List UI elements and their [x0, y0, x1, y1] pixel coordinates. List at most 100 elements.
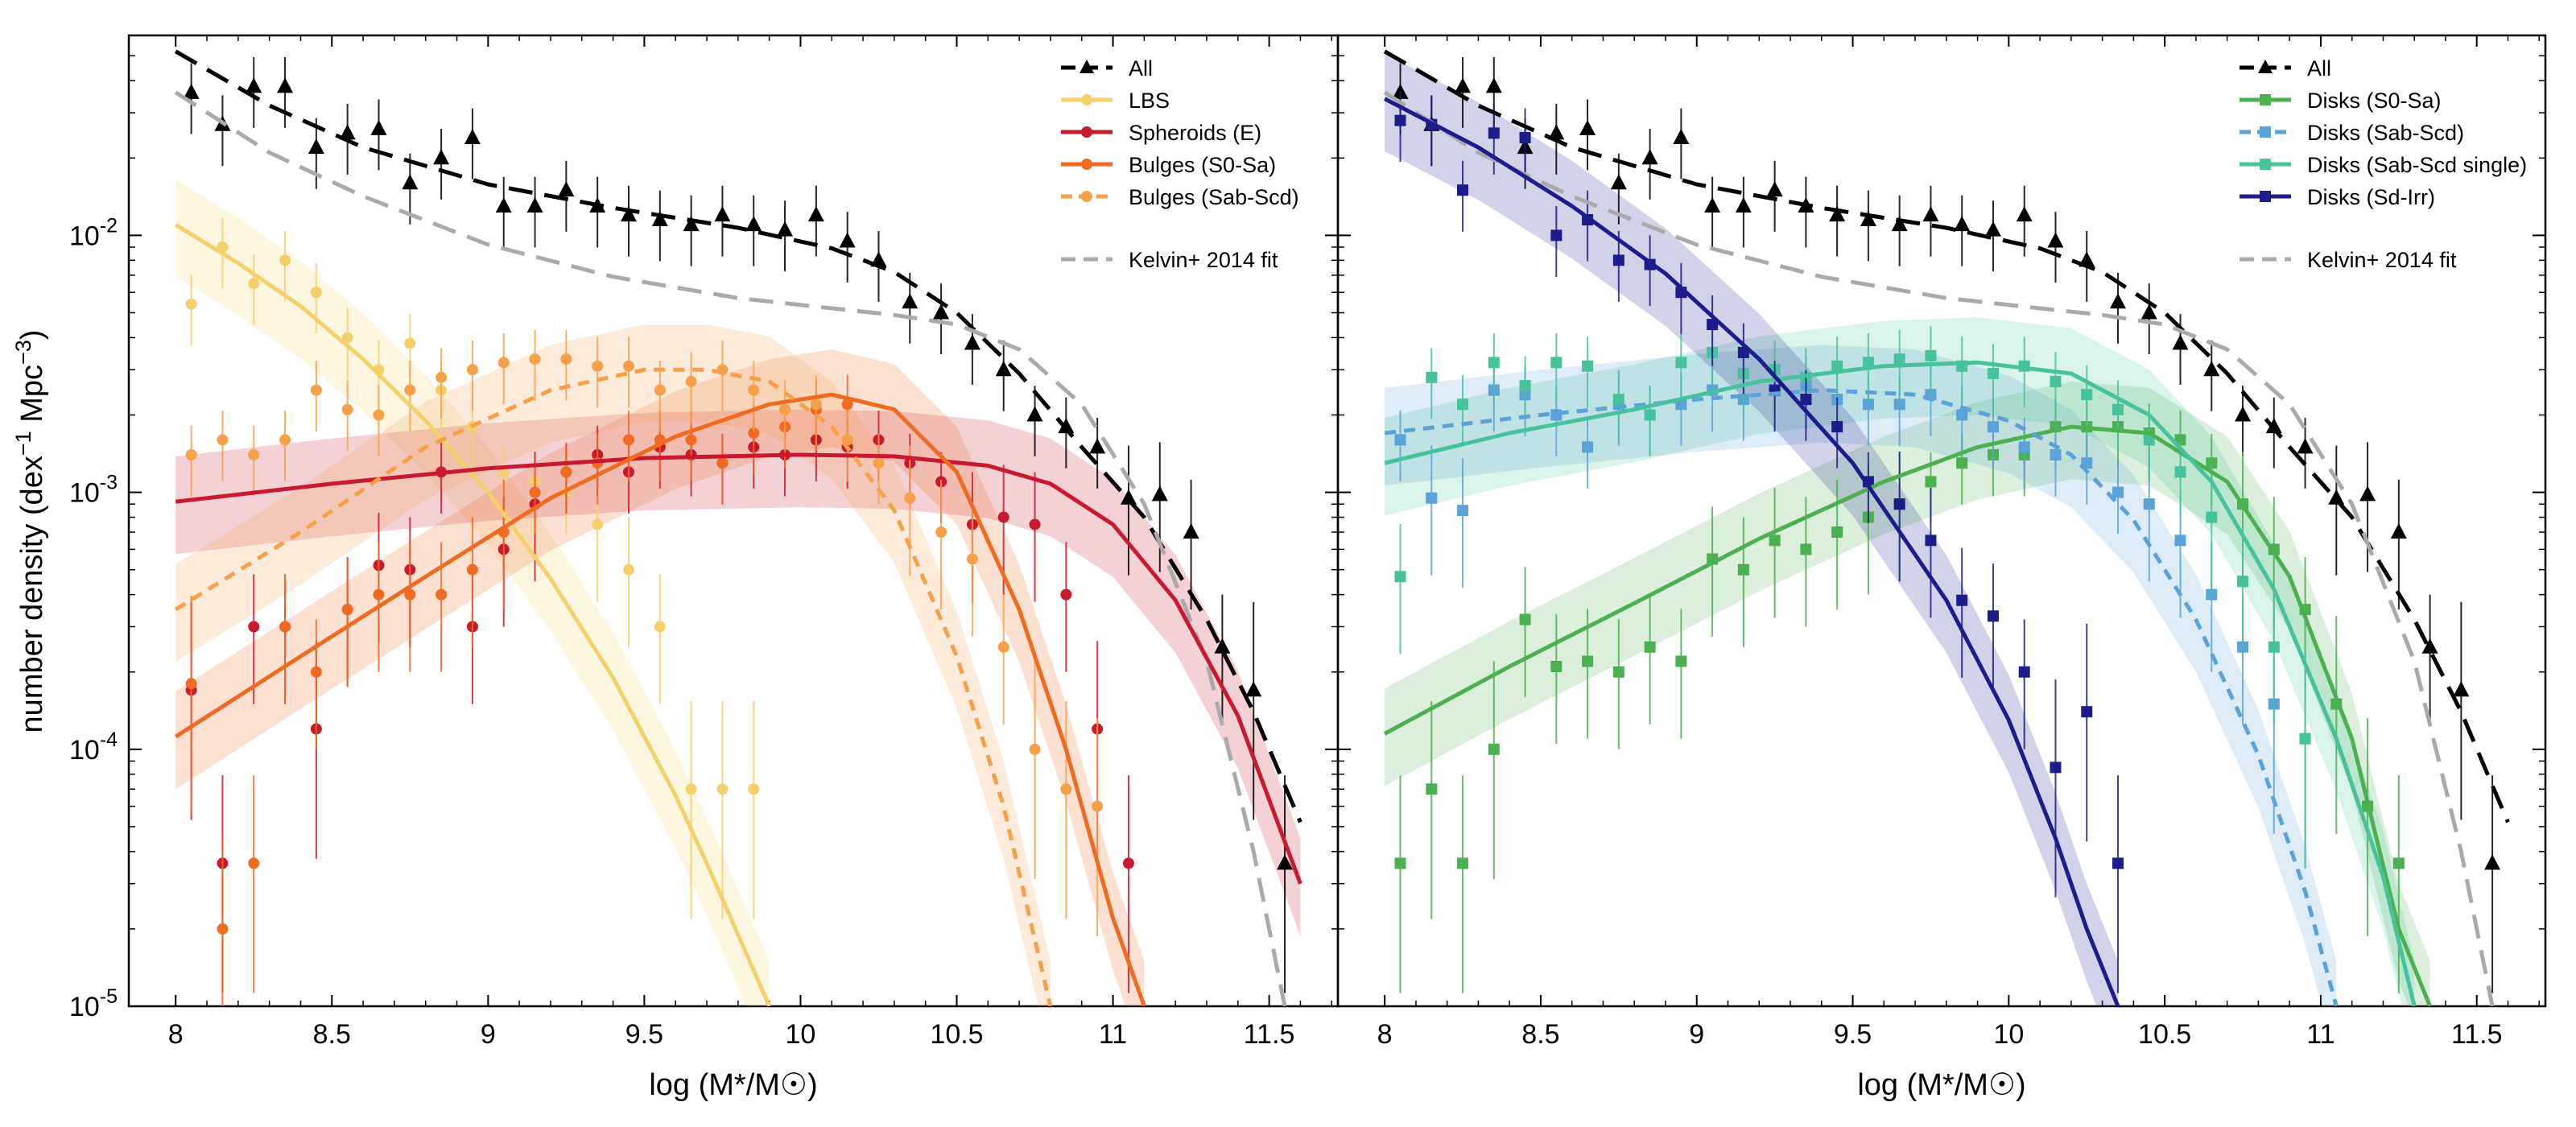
left-data-point-bulges-s0-sa- [310, 666, 322, 678]
right-fit-band-disks-s0-sa- [1385, 381, 2430, 1006]
left-x-axis-title: log (M*/M☉) [649, 1068, 817, 1102]
left-data-point-lbs [279, 254, 291, 266]
left-legend-marker-bulges-sab-scd- [1081, 191, 1092, 202]
left-data-point-all [1026, 406, 1043, 422]
right-data-point-disks-sab-scd-single- [1582, 360, 1594, 372]
right-data-point-disks-s0-sa- [1956, 457, 1968, 469]
left-data-point-lbs [622, 564, 634, 576]
right-data-point-disks-sab-scd-single- [2268, 641, 2280, 653]
right-panel: 8 8.5 9 9.5 10 10.5 11 11.5 log (M*/M☉) All Disks … [1336, 34, 2547, 1102]
left-data-point-lbs [341, 332, 353, 344]
right-legend-marker-all [2258, 60, 2273, 73]
right-data-point-disks-sab-scd-single- [1831, 360, 1843, 372]
left-data-point-all [1089, 438, 1106, 454]
left-data-point-all [183, 83, 200, 99]
left-data-point-all [402, 174, 419, 190]
left-data-point-lbs [685, 783, 697, 795]
right-data-point-disks-s0-sa- [1800, 543, 1812, 555]
right-data-point-disks-sd-irr- [1800, 394, 1812, 406]
right-legend-label-disks-sab-scd-single-: Disks (Sab-Scd single) [2307, 153, 2527, 177]
right-x-tick-label: 9 [1689, 1019, 1704, 1050]
left-data-point-bulges-s0-sa- [217, 923, 229, 935]
right-data-point-all [2328, 489, 2345, 505]
right-data-point-disks-sab-scd-single- [1394, 571, 1406, 583]
left-x-tick-label: 10 [786, 1019, 816, 1050]
left-fit-line-lbs [174, 223, 771, 1006]
right-legend-label-all: All [2307, 56, 2331, 80]
right-x-tick-label: 10 [1993, 1019, 2024, 1050]
right-data-point-all [2109, 293, 2126, 309]
left-data-point-bulges-s0-sa- [341, 604, 353, 616]
left-data-point-all [370, 119, 387, 135]
left-data-point-lbs [185, 298, 197, 310]
left-x-tick-label: 11 [1099, 1019, 1127, 1050]
left-legend-label-kelvin-2014-fit: Kelvin+ 2014 fit [1129, 248, 1278, 272]
right-plot-content [1383, 49, 2510, 1006]
right-data-point-all [1673, 129, 1690, 145]
right-legend-marker-disks-sd-irr- [2260, 191, 2271, 202]
right-data-point-disks-s0-sa- [1488, 743, 1500, 755]
right-x-tick-label: 8 [1377, 1019, 1393, 1050]
right-data-point-all [1704, 197, 1721, 213]
right-x-axis-title: log (M*/M☉) [1857, 1068, 2025, 1102]
y-axis-title: number density (dex−1 Mpc−3) [11, 330, 49, 733]
right-data-point-disks-s0-sa- [1394, 857, 1406, 869]
right-data-point-all [2172, 334, 2189, 350]
right-data-point-disks-sd-irr- [1987, 610, 1999, 622]
left-data-point-bulges-sab-scd- [466, 364, 478, 376]
left-data-point-lbs [248, 278, 260, 290]
left-data-point-all [308, 138, 324, 155]
right-data-point-all [2453, 681, 2470, 697]
left-data-point-lbs [654, 621, 666, 633]
right-data-point-disks-sab-scd-single- [1488, 357, 1500, 369]
right-x-tick-label: 9.5 [1834, 1019, 1872, 1050]
left-data-point-spheroids-e- [1122, 857, 1134, 869]
left-data-point-bulges-sab-scd- [373, 409, 385, 421]
right-legend-marker-disks-sab-scd-single- [2260, 159, 2271, 170]
left-data-point-bulges-sab-scd- [997, 641, 1009, 653]
right-data-point-disks-sab-scd-single- [1893, 353, 1905, 365]
left-data-point-spheroids-e- [997, 511, 1009, 523]
right-data-point-disks-sab-scd- [2050, 448, 2062, 460]
left-data-point-all [902, 293, 919, 309]
right-data-point-disks-s0-sa- [1582, 655, 1594, 667]
left-data-point-all [433, 149, 450, 165]
right-data-point-all [1922, 206, 1939, 222]
right-data-point-disks-sab-scd-single- [1612, 394, 1624, 406]
right-x-tick-label: 11.5 [2451, 1019, 2503, 1050]
left-data-point-all [1058, 418, 1075, 434]
left-data-point-all [1214, 638, 1231, 654]
left-fit-line-all [174, 49, 1302, 824]
right-data-point-disks-sab-scd- [2018, 441, 2030, 453]
right-data-point-all [1860, 211, 1876, 227]
right-data-point-all [2421, 638, 2438, 654]
right-data-point-disks-sab-scd- [2174, 535, 2186, 547]
right-data-point-disks-s0-sa- [1550, 660, 1563, 672]
left-data-point-bulges-sab-scd- [529, 353, 541, 365]
left-fit-line-bulges-sab-scd- [174, 367, 1053, 1006]
right-data-point-disks-s0-sa- [1426, 783, 1438, 795]
right-data-point-disks-sd-irr- [2018, 666, 2030, 678]
right-data-point-disks-sd-irr- [1550, 229, 1563, 242]
left-data-point-bulges-sab-scd- [935, 526, 947, 539]
right-data-point-disks-sd-irr- [1831, 421, 1843, 433]
right-data-point-disks-s0-sa- [1675, 655, 1687, 667]
right-data-point-disks-sab-scd-single- [1426, 371, 1438, 383]
right-legend-label-disks-sab-scd-: Disks (Sab-Scd) [2307, 121, 2464, 145]
left-data-point-all [651, 211, 668, 227]
right-data-point-disks-sab-scd-single- [2174, 466, 2186, 478]
right-data-point-all [2140, 303, 2157, 320]
left-data-point-bulges-sab-scd- [341, 403, 353, 415]
right-legend-label-disks-s0-sa-: Disks (S0-Sa) [2307, 89, 2442, 113]
right-data-point-all [1984, 221, 2001, 237]
right-fit-band-disks-sd-irr- [1385, 53, 2118, 1006]
left-fit-band-spheroids-e- [175, 409, 1301, 936]
right-data-point-disks-sab-scd- [1582, 441, 1594, 453]
left-data-point-bulges-sab-scd- [217, 434, 229, 446]
right-data-point-disks-s0-sa- [1925, 476, 1937, 488]
left-data-point-all [1151, 485, 1168, 502]
right-data-point-disks-sd-irr- [1488, 127, 1500, 139]
left-data-point-bulges-sab-scd- [966, 553, 978, 565]
left-legend-label-bulges-s0-sa-: Bulges (S0-Sa) [1129, 153, 1276, 177]
